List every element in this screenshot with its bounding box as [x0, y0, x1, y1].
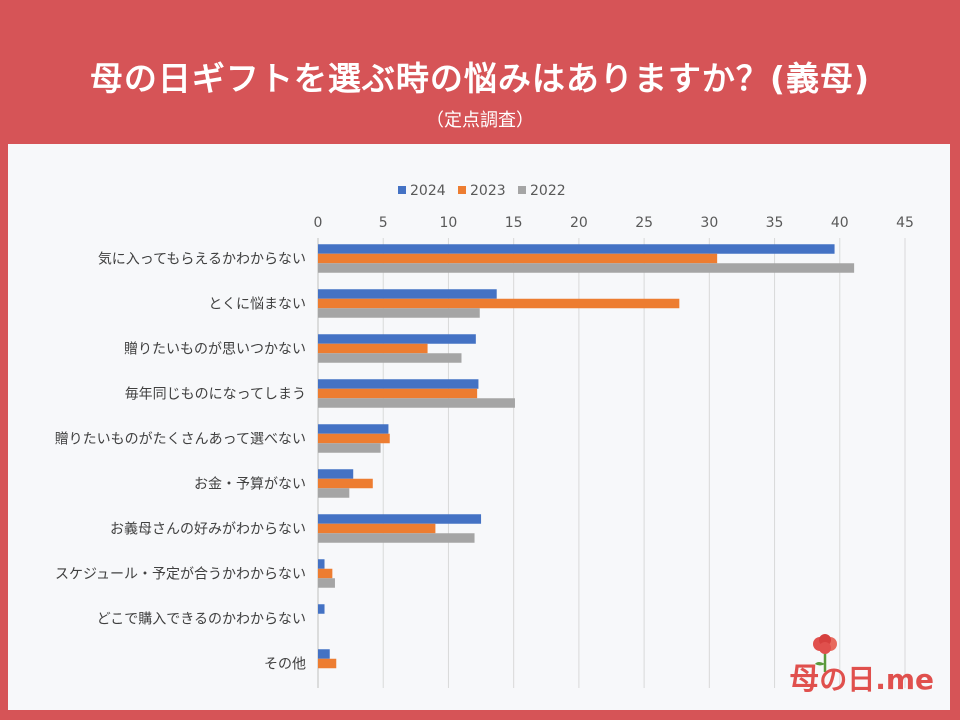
x-tick-label: 10: [440, 215, 458, 231]
bar-chart: 0 5 10 15 20 25 30 35 40 45 2024 2023 2022 気に入ってもらえるか…: [55, 183, 914, 688]
x-tick-label: 45: [896, 215, 914, 231]
category-label: 毎年同じものになってしまう: [125, 387, 306, 403]
x-tick-label: 40: [831, 215, 849, 231]
category-label: 気に入ってもらえるかわからない: [98, 252, 306, 268]
bar-2024: [318, 334, 476, 344]
x-tick-label: 0: [314, 215, 323, 231]
bar-2022: [318, 353, 462, 363]
bar-2024: [318, 604, 325, 614]
bar-2023: [318, 433, 390, 444]
bar-2024: [318, 244, 835, 254]
category-label: お金・予算がない: [194, 477, 306, 493]
bar-2022: [318, 578, 335, 588]
logo-glyph: 母: [789, 662, 820, 697]
x-tick-label: 5: [379, 215, 388, 231]
carnation-icon: [813, 634, 837, 672]
bar-2022: [318, 308, 480, 318]
legend-swatch-2022: [518, 186, 526, 194]
bar-2024: [318, 559, 325, 569]
bar-2023: [318, 658, 337, 669]
category-label: どこで購入できるのかわからない: [97, 612, 306, 628]
bar-2023: [318, 478, 373, 489]
bar-2023: [318, 343, 428, 354]
bar-2024: [318, 424, 389, 434]
x-tick-label: 25: [635, 215, 653, 231]
bar-2023: [318, 253, 718, 264]
category-label: スケジュール・予定が合うかわからない: [55, 567, 306, 583]
bar-2024: [318, 469, 354, 479]
x-tick-label: 30: [700, 215, 718, 231]
bar-2024: [318, 289, 497, 299]
x-tick-label: 20: [570, 215, 588, 231]
bar-2022: [318, 263, 855, 273]
bar-2022: [318, 443, 381, 453]
x-tick-label: 35: [766, 215, 784, 231]
bar-2022: [318, 488, 350, 498]
legend-label-2022: 2022: [530, 183, 566, 199]
category-label: お義母さんの好みがわからない: [110, 521, 306, 538]
bar-2022: [318, 533, 475, 543]
bar-2024: [318, 514, 482, 524]
bar-2023: [318, 388, 478, 399]
bar-2022: [318, 398, 515, 408]
legend-swatch-2023: [458, 186, 466, 194]
legend-label-2023: 2023: [470, 183, 506, 199]
category-label: 贈りたいものがたくさんあって選べない: [55, 432, 306, 448]
bar-2023: [318, 523, 436, 534]
x-tick-label: 15: [505, 215, 523, 231]
legend-swatch-2024: [398, 186, 406, 194]
bar-2024: [318, 649, 330, 659]
category-label: その他: [264, 657, 306, 673]
category-label: とくに悩まない: [208, 297, 306, 313]
legend-label-2024: 2024: [410, 183, 446, 199]
chart-title: 母の日ギフトを選ぶ時の悩みはありますか？(義母): [89, 59, 871, 98]
bar-2024: [318, 379, 479, 389]
bar-2023: [318, 568, 333, 579]
chart-subtitle: （定点調査）: [426, 110, 534, 131]
site-logo[interactable]: 母の日.me: [789, 654, 934, 698]
bar-2023: [318, 298, 680, 309]
chart-panel: 0 5 10 15 20 25 30 35 40 45 2024 2023 2022 気に入ってもらえるか…: [8, 144, 950, 710]
logo-text: の日.me: [819, 663, 934, 696]
category-label: 贈りたいものが思いつかない: [124, 342, 306, 358]
